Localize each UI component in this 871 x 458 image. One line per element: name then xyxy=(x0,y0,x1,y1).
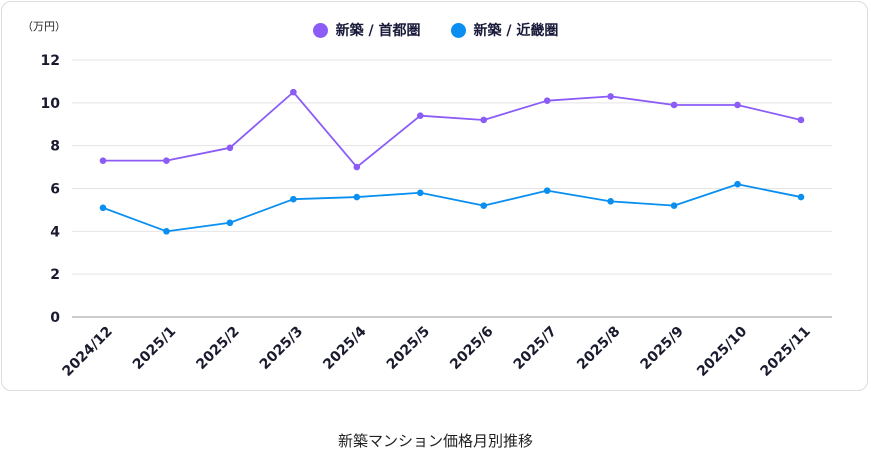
chart-caption: 新築マンション価格月別推移 xyxy=(337,432,533,450)
data-point-series-0 xyxy=(797,116,805,124)
y-tick-label: 12 xyxy=(41,53,60,69)
y-tick-label: 8 xyxy=(50,139,60,155)
data-point-series-1 xyxy=(670,202,678,209)
series-line-0 xyxy=(103,91,802,168)
line-chart: 0 2 4 6 8 10 12 2024/12 2025/1 2025/2 2025/3 2025/4… xyxy=(41,53,832,380)
data-point-series-1 xyxy=(543,187,551,194)
data-point-series-1 xyxy=(607,198,614,205)
x-tick-label: 2025/5 xyxy=(384,324,433,373)
data-point-series-0 xyxy=(670,101,678,109)
data-point-series-1 xyxy=(480,202,488,209)
x-tick-label: 2025/8 xyxy=(574,324,623,373)
x-tick-label: 2025/1 xyxy=(130,324,179,373)
data-point-series-1 xyxy=(416,189,424,197)
legend-swatch-kinki xyxy=(450,22,466,38)
legend: 新築 / 首都圏 新築 / 近畿圏 xyxy=(0,20,871,40)
data-point-series-1 xyxy=(353,193,361,201)
y-tick-label: 6 xyxy=(50,182,60,198)
data-point-series-1 xyxy=(290,195,297,203)
data-point-series-1 xyxy=(99,204,107,212)
legend-label-shutoken: 新築 / 首都圏 xyxy=(335,23,421,39)
data-point-series-1 xyxy=(226,219,234,227)
series-line-1 xyxy=(102,183,802,233)
data-point-series-1 xyxy=(734,180,741,188)
data-point-series-0 xyxy=(290,88,297,96)
legend-item-shutoken[interactable]: 新築 / 首都圏 xyxy=(312,20,421,40)
x-tick-label: 2025/7 xyxy=(511,324,560,373)
data-point-series-0 xyxy=(416,112,424,119)
data-point-series-0 xyxy=(353,163,361,171)
data-point-series-0 xyxy=(99,157,107,164)
data-point-series-0 xyxy=(543,97,551,104)
data-point-series-0 xyxy=(163,157,170,164)
x-tick-label: 2025/11 xyxy=(758,324,814,380)
y-tick-label: 0 xyxy=(50,310,60,326)
data-point-series-0 xyxy=(480,116,488,124)
legend-label-kinki: 新築 / 近畿圏 xyxy=(473,23,559,39)
x-tick-label: 2025/10 xyxy=(694,323,750,379)
y-tick-label: 4 xyxy=(50,224,60,240)
data-point-series-1 xyxy=(797,193,805,201)
legend-swatch-shutoken xyxy=(312,22,328,38)
data-point-series-1 xyxy=(163,228,170,235)
y-tick-label: 2 xyxy=(50,267,60,283)
data-point-series-0 xyxy=(734,101,741,109)
x-tick-label: 2024/12 xyxy=(60,324,116,380)
data-point-series-0 xyxy=(226,144,234,152)
y-tick-label: 10 xyxy=(41,96,61,112)
legend-item-kinki[interactable]: 新築 / 近畿圏 xyxy=(450,20,559,40)
y-axis-unit-label: （万円） xyxy=(22,20,66,33)
x-tick-label: 2025/2 xyxy=(193,324,242,373)
data-point-series-0 xyxy=(607,93,614,100)
x-tick-label: 2025/4 xyxy=(320,323,370,373)
x-tick-label: 2025/9 xyxy=(638,324,687,373)
x-tick-label: 2025/6 xyxy=(447,324,496,373)
x-tick-label: 2025/3 xyxy=(257,324,306,373)
